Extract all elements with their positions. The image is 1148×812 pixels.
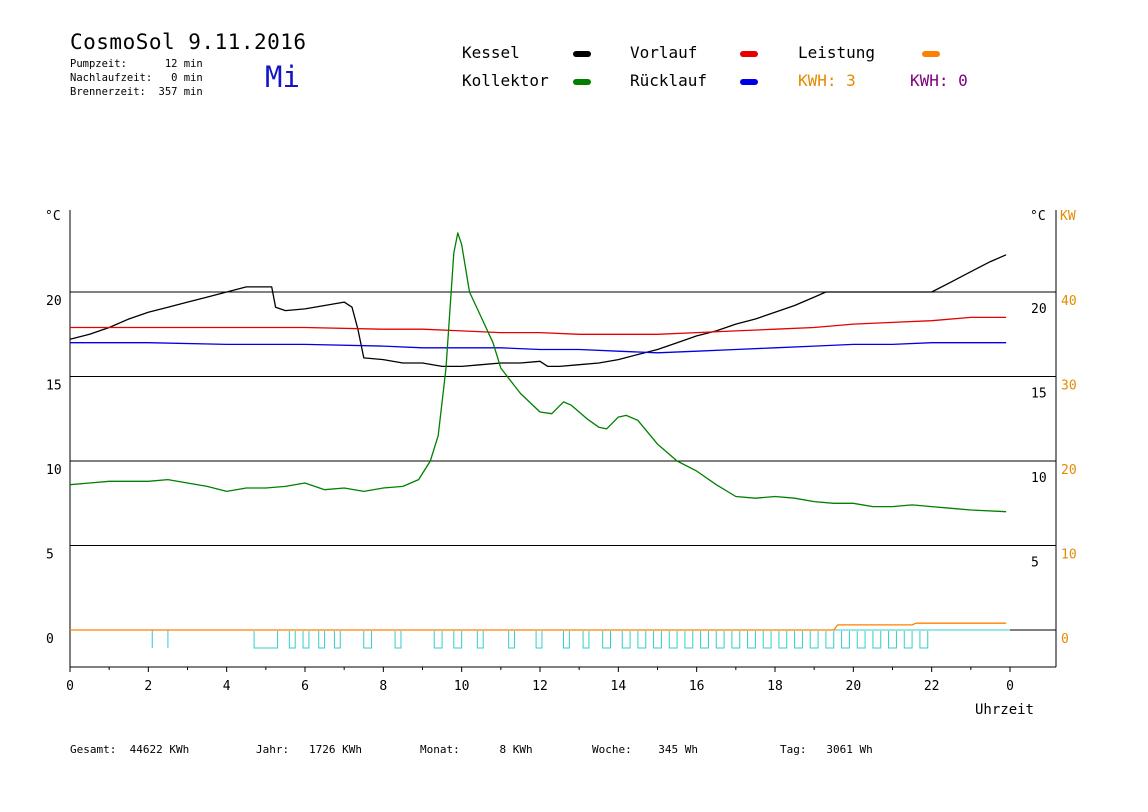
left-axis-unit: °C bbox=[45, 209, 61, 224]
legend-kollektor-label: Kollektor bbox=[462, 71, 549, 90]
legend-ruecklauf-label: Rücklauf bbox=[630, 71, 708, 90]
pump-cycle-6 bbox=[394, 631, 402, 649]
pump-cycle-23 bbox=[747, 631, 756, 649]
x-tick-label-4: 8 bbox=[379, 679, 387, 694]
footer-monat: Monat: 8 KWh bbox=[420, 743, 533, 756]
legend-kwh-secondary: KWH: 0 bbox=[910, 71, 968, 90]
pump-cycle-9 bbox=[476, 631, 484, 649]
pump-cycle-12 bbox=[563, 631, 570, 649]
legend-leistung-label: Leistung bbox=[798, 43, 876, 62]
pump-cycle-7 bbox=[433, 631, 443, 649]
pump-cycle-24 bbox=[762, 631, 772, 649]
x-tick-label-11: 22 bbox=[924, 679, 940, 694]
x-tick-label-10: 20 bbox=[846, 679, 862, 694]
footer-gesamt: Gesamt: 44622 KWh bbox=[70, 743, 190, 756]
pump-cycle-15 bbox=[621, 631, 631, 649]
pump-cycle-21 bbox=[715, 631, 725, 649]
footer-woche: Woche: 345 Wh bbox=[592, 743, 698, 756]
right-tick-label-15: 15 bbox=[1031, 387, 1047, 402]
chart-title: CosmoSol 9.11.2016 bbox=[70, 30, 307, 54]
left-tick-label-10: 10 bbox=[46, 463, 62, 478]
kw-tick-label-20: 20 bbox=[1061, 463, 1077, 478]
pump-cycle-14 bbox=[602, 631, 611, 649]
pump-cycle-32 bbox=[888, 631, 897, 649]
x-tick-label-7: 14 bbox=[611, 679, 627, 694]
left-tick-label-20: 20 bbox=[46, 294, 62, 309]
series-kollektor bbox=[69, 232, 1007, 513]
pump-cycle-27 bbox=[809, 631, 819, 649]
kw-tick-label-30: 30 bbox=[1061, 379, 1077, 394]
x-axis-title: Uhrzeit bbox=[975, 702, 1034, 718]
nachlaufzeit-label: Nachlaufzeit: 0 min bbox=[70, 72, 203, 84]
kw-tick-label-10: 10 bbox=[1061, 548, 1077, 563]
pump-cycle-13 bbox=[582, 631, 590, 649]
pump-cycle-34 bbox=[919, 631, 929, 649]
pump-cycle-25 bbox=[778, 631, 788, 649]
pump-cycle-3 bbox=[318, 631, 326, 649]
pump-cycle-16 bbox=[637, 631, 647, 649]
series-vorlauf bbox=[70, 316, 1007, 335]
legend-vorlauf-swatch bbox=[740, 51, 758, 57]
right-tick-label-5: 5 bbox=[1031, 556, 1039, 571]
pump-cycle-10 bbox=[508, 631, 516, 649]
left-tick-label-0: 0 bbox=[46, 632, 54, 647]
pump-cycle-30 bbox=[856, 631, 866, 649]
kw-tick-label-40: 40 bbox=[1061, 294, 1077, 309]
legend-vorlauf-label: Vorlauf bbox=[630, 43, 698, 62]
weekday-label: Mi bbox=[265, 60, 300, 94]
pump-cycle-2 bbox=[302, 631, 310, 649]
pump-cycle-17 bbox=[653, 631, 662, 649]
footer-jahr: Jahr: 1726 KWh bbox=[256, 743, 362, 756]
x-tick-label-12: 0 bbox=[1006, 679, 1014, 694]
right-axis-unit-c: °C bbox=[1030, 209, 1046, 224]
pump-cycle-31 bbox=[872, 631, 882, 649]
legend-kessel-label: Kessel bbox=[462, 43, 520, 62]
x-tick-label-0: 0 bbox=[66, 679, 74, 694]
brennerzeit-label: Brennerzeit: 357 min bbox=[70, 86, 203, 98]
series-ruecklauf bbox=[70, 342, 1007, 354]
legend-kollektor-swatch bbox=[573, 79, 591, 85]
pump-cycle-8 bbox=[453, 631, 463, 649]
legend-leistung-swatch bbox=[922, 51, 940, 57]
pump-cycle-18 bbox=[668, 631, 678, 649]
footer-tag: Tag: 3061 Wh bbox=[780, 743, 873, 756]
right-tick-label-20: 20 bbox=[1031, 302, 1047, 317]
x-tick-label-9: 18 bbox=[767, 679, 783, 694]
kw-tick-label-0: 0 bbox=[1061, 632, 1069, 647]
pump-cycle-19 bbox=[684, 631, 694, 649]
x-tick-label-2: 4 bbox=[223, 679, 231, 694]
x-tick-label-1: 2 bbox=[144, 679, 152, 694]
pumpzeit-label: Pumpzeit: 12 min bbox=[70, 58, 203, 70]
series-kessel bbox=[69, 254, 1007, 368]
pump-cycle-28 bbox=[825, 631, 835, 649]
pump-cycle-26 bbox=[794, 631, 803, 649]
pump-cycle-1 bbox=[288, 631, 296, 649]
pump-cycle-20 bbox=[700, 631, 709, 649]
x-tick-label-5: 10 bbox=[454, 679, 470, 694]
legend-kwh-primary: KWH: 3 bbox=[798, 71, 856, 90]
x-tick-label-6: 12 bbox=[532, 679, 548, 694]
right-axis-unit-kw: KW bbox=[1060, 209, 1076, 224]
pump-cycle-4 bbox=[333, 631, 341, 649]
right-tick-label-10: 10 bbox=[1031, 471, 1047, 486]
series-leistung bbox=[70, 622, 1007, 631]
pump-cycle-5 bbox=[363, 631, 373, 649]
left-tick-label-15: 15 bbox=[46, 379, 62, 394]
pump-cycle-33 bbox=[903, 631, 913, 649]
left-tick-label-5: 5 bbox=[46, 548, 54, 563]
x-tick-label-8: 16 bbox=[689, 679, 705, 694]
pump-cycle-11 bbox=[535, 631, 543, 649]
pump-cycle-0 bbox=[253, 631, 279, 649]
legend-ruecklauf-swatch bbox=[740, 79, 758, 85]
x-tick-label-3: 6 bbox=[301, 679, 309, 694]
pump-cycle-22 bbox=[731, 631, 741, 649]
legend-kessel-swatch bbox=[573, 51, 591, 57]
pump-cycle-29 bbox=[841, 631, 850, 649]
